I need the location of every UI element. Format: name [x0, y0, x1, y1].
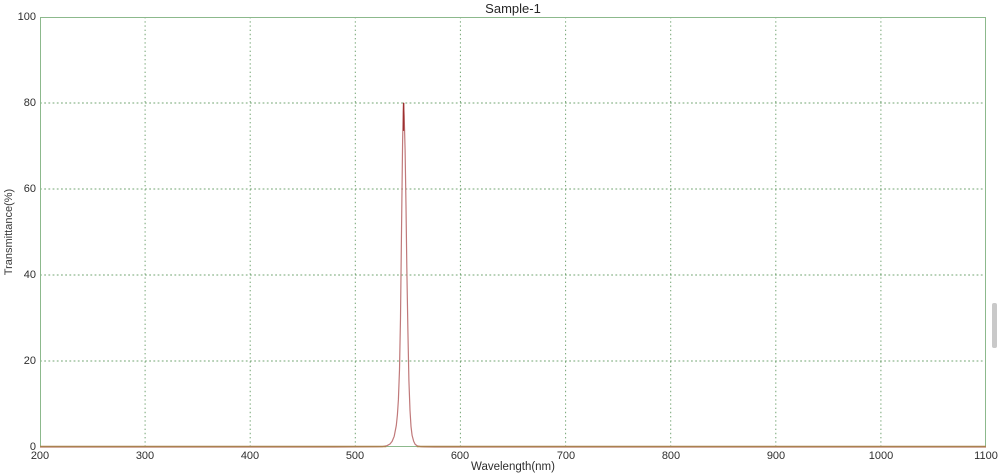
- y-tick-label: 60: [23, 183, 36, 195]
- x-tick-label: 1000: [868, 450, 894, 462]
- x-tick-label: 900: [766, 450, 786, 462]
- plot-border: [40, 17, 986, 447]
- x-tick-label: 600: [450, 450, 470, 462]
- y-tick-label: 20: [23, 355, 36, 367]
- x-axis-label: Wavelength(nm): [471, 461, 555, 473]
- x-tick-label: 500: [345, 450, 365, 462]
- x-tick-label: 300: [135, 450, 155, 462]
- x-tick-label: 400: [240, 450, 260, 462]
- series-line-sample-1: [40, 102, 986, 448]
- y-tick-label: 40: [23, 269, 36, 281]
- scrollbar-thumb[interactable]: [992, 303, 997, 348]
- y-tick-label: 100: [17, 11, 36, 23]
- x-tick-label: 700: [556, 450, 576, 462]
- x-tick-label: 800: [661, 450, 681, 462]
- y-tick-label: 0: [29, 441, 36, 453]
- y-tick-label: 80: [23, 97, 36, 109]
- x-tick-label: 200: [30, 450, 50, 462]
- x-tick-label: 1100: [974, 450, 998, 462]
- y-axis-label: Transmittance(%): [3, 188, 15, 276]
- chart-title: Sample-1: [485, 1, 541, 16]
